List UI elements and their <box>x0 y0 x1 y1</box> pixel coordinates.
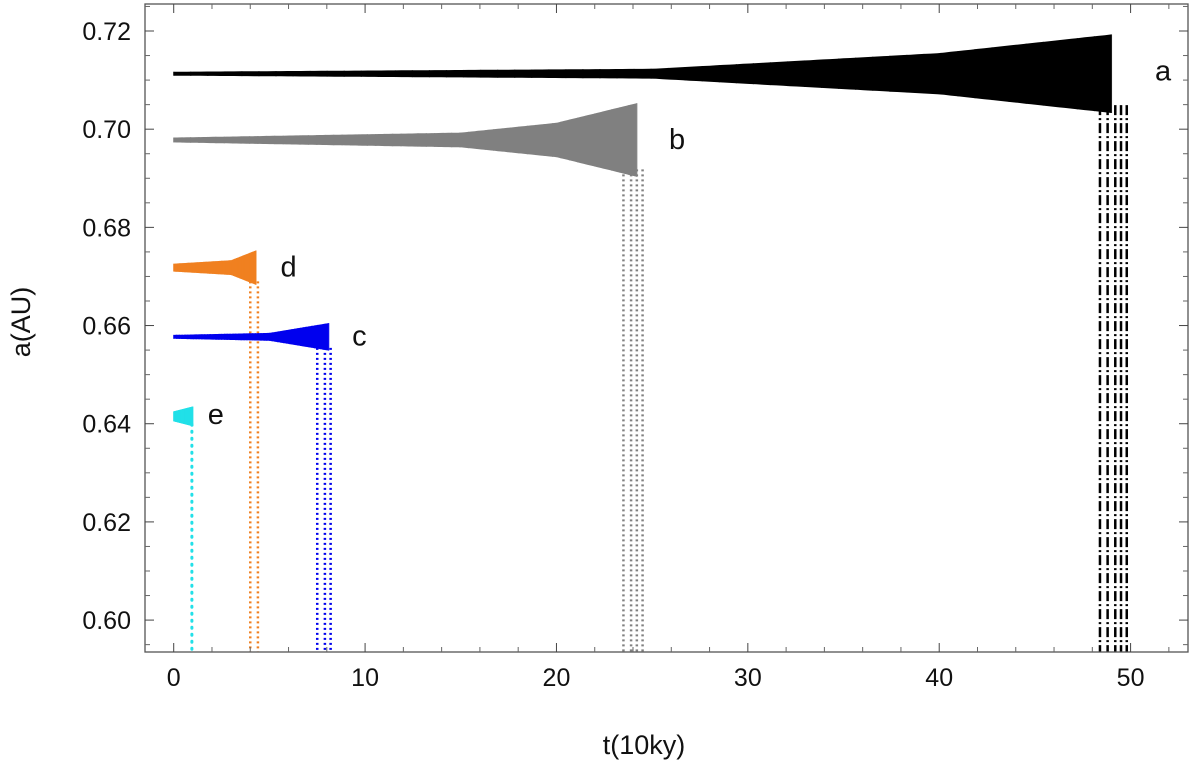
series-d <box>173 250 260 652</box>
x-axis-label: t(10ky) <box>603 730 686 760</box>
series-label-e: e <box>208 399 224 431</box>
x-tick-label: 0 <box>167 664 181 692</box>
series-c <box>173 323 332 652</box>
series-c-band <box>173 323 329 351</box>
series-b-band <box>173 103 637 177</box>
series-label-d: d <box>280 252 296 284</box>
series-a-band <box>173 34 1112 113</box>
series-b <box>173 103 644 652</box>
tick-layer: 0 10 20 30 40 50 0.60 0.62 0.64 0.66 0.68 0.70 0.72 <box>82 4 1188 692</box>
series-layer: a b d c e <box>173 34 1172 652</box>
y-tick-label: 0.72 <box>82 18 131 46</box>
x-tick-label: 40 <box>925 664 953 692</box>
x-tick-label: 30 <box>734 664 762 692</box>
y-axis-label: a(AU) <box>6 287 36 358</box>
series-e <box>173 406 194 652</box>
series-label-a: a <box>1155 55 1172 87</box>
x-tick-label: 20 <box>543 664 571 692</box>
x-tick-label: 10 <box>351 664 379 692</box>
y-tick-label: 0.66 <box>82 313 131 341</box>
series-a <box>173 34 1129 652</box>
y-tick-label: 0.62 <box>82 509 131 537</box>
series-label-c: c <box>352 320 367 352</box>
x-tick-label: 50 <box>1117 664 1145 692</box>
y-tick-label: 0.68 <box>82 214 131 242</box>
plot-frame <box>144 3 1189 653</box>
y-tick-label: 0.64 <box>82 411 131 439</box>
y-tick-label: 0.60 <box>82 607 131 635</box>
series-label-b: b <box>669 124 685 156</box>
y-tick-label: 0.70 <box>82 116 131 144</box>
